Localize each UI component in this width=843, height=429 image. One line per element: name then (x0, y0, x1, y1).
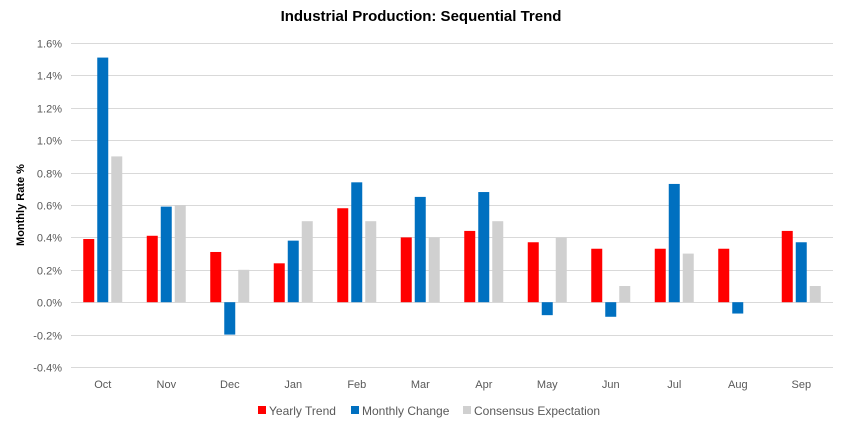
bar-monthly-change (97, 57, 109, 303)
bar-consensus-expectation (111, 156, 123, 303)
bar-consensus-expectation (174, 205, 186, 303)
x-tick-label: Jan (284, 379, 302, 391)
bar-monthly-change (414, 196, 426, 303)
y-tick-label: 0.2% (37, 266, 62, 278)
bar-yearly-trend (146, 235, 158, 303)
bar-monthly-change (668, 183, 680, 303)
legend-swatch (258, 406, 266, 414)
bar-consensus-expectation (809, 286, 821, 303)
y-axis-label: Monthly Rate % (15, 164, 27, 246)
bar-monthly-change (732, 302, 744, 314)
gridlines (71, 43, 833, 368)
y-tick-label: -0.4% (33, 363, 62, 375)
legend-label: Monthly Change (362, 404, 450, 418)
bar-yearly-trend (273, 263, 285, 303)
bar-yearly-trend (654, 248, 666, 303)
bar-yearly-trend (337, 208, 349, 303)
legend-label: Consensus Expectation (474, 404, 600, 418)
x-tick-label: May (537, 379, 558, 391)
x-tick-label: Oct (94, 379, 111, 391)
legend-label: Yearly Trend (269, 404, 336, 418)
y-tick-label: 1.0% (37, 136, 62, 148)
legend-swatch (351, 406, 359, 414)
bar-consensus-expectation (619, 286, 631, 303)
y-tick-label: 0.8% (37, 169, 62, 181)
bar-consensus-expectation (301, 221, 313, 303)
x-tick-label: Aug (728, 379, 748, 391)
x-tick-label: Sep (792, 379, 812, 391)
bar-monthly-change (224, 302, 236, 335)
x-tick-label: Nov (157, 379, 177, 391)
bar-yearly-trend (527, 242, 539, 303)
x-tick-label: Jul (667, 379, 681, 391)
x-tick-label: Apr (475, 379, 492, 391)
bar-monthly-change (605, 302, 617, 317)
bar-monthly-change (541, 302, 553, 316)
bar-yearly-trend (781, 230, 793, 303)
y-tick-label: 1.6% (37, 39, 62, 51)
legend-swatch (463, 406, 471, 414)
bar-consensus-expectation (365, 221, 377, 303)
bar-monthly-change (478, 192, 490, 303)
bar-yearly-trend (591, 248, 603, 303)
bars (83, 57, 821, 335)
bar-consensus-expectation (428, 237, 440, 303)
y-tick-label: 1.2% (37, 104, 62, 116)
y-tick-label: 0.0% (37, 298, 62, 310)
y-tick-label: 0.6% (37, 201, 62, 213)
bar-yearly-trend (464, 230, 476, 303)
y-tick-label: -0.2% (33, 331, 62, 343)
bar-monthly-change (160, 206, 172, 303)
bar-monthly-change (287, 240, 299, 303)
bar-consensus-expectation (555, 237, 567, 303)
legend: Yearly Trend Monthly Change Consensus Expe… (258, 404, 600, 418)
y-tick-label: 1.4% (37, 71, 62, 83)
bar-consensus-expectation (492, 221, 504, 303)
bar-yearly-trend (400, 237, 412, 303)
x-tick-label: Jun (602, 379, 620, 391)
bar-consensus-expectation (682, 253, 694, 303)
y-axis-ticks: -0.4% -0.2% 0.0% 0.2% 0.4% 0.6% 0.8% 1.0% 1.2% 1.… (33, 39, 62, 375)
bar-monthly-change (351, 182, 363, 303)
x-tick-label: Mar (411, 379, 430, 391)
x-tick-label: Dec (220, 379, 240, 391)
bar-yearly-trend (210, 251, 222, 303)
x-tick-label: Feb (347, 379, 366, 391)
y-tick-label: 0.4% (37, 233, 62, 245)
bar-yearly-trend (83, 239, 95, 303)
bar-yearly-trend (718, 248, 730, 303)
bar-monthly-change (795, 242, 807, 303)
chart-title: Industrial Production: Sequential Trend (281, 8, 562, 25)
x-axis-ticks: Oct Nov Dec Jan Feb Mar Apr May Jun Jul Aug Sep (94, 379, 811, 391)
bar-consensus-expectation (238, 269, 250, 303)
